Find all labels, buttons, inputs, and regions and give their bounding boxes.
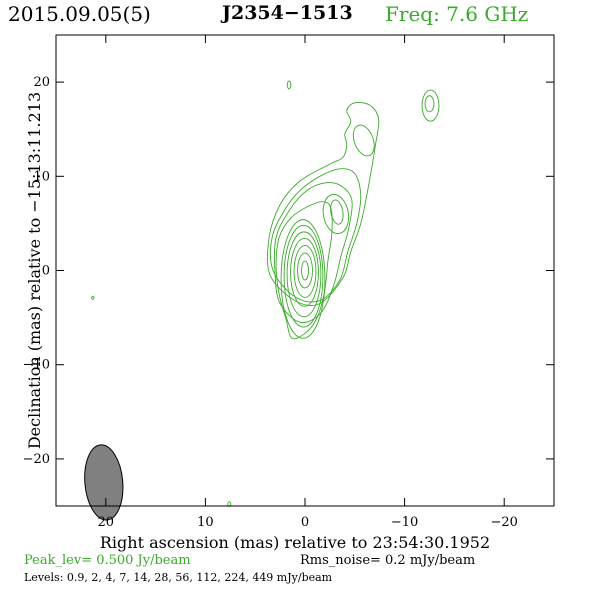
observing-frequency: Freq: 7.6 GHz [385, 2, 529, 26]
plot-frame [55, 34, 555, 507]
y-tick-label: −20 [23, 452, 50, 467]
x-tick-label: 20 [98, 515, 115, 530]
peak-level: Peak_lev= 0.500 Jy/beam [24, 553, 191, 568]
x-axis-label: Right ascension (mas) relative to 23:54:… [100, 533, 490, 552]
jet-contour [269, 168, 362, 303]
source-name: J2354−1513 [222, 2, 353, 24]
knot-contour [330, 199, 344, 225]
beam-layer [84, 444, 124, 521]
core-contour [283, 224, 324, 328]
x-tick-label: −20 [490, 515, 517, 530]
knot-contour [91, 295, 95, 300]
y-tick-label: 10 [33, 169, 50, 184]
x-tick-label: 0 [301, 515, 309, 530]
knot-contour [286, 80, 292, 90]
beam-ellipse [84, 444, 124, 521]
core-contour [293, 245, 317, 298]
jet-contour [266, 102, 380, 306]
y-axis-label: Declination (mas) relative to −15:13:11.… [25, 92, 44, 449]
tick-layer: 20 10 0 −10 −20 20 10 0 −10 −20 [23, 35, 554, 530]
y-tick-label: 20 [33, 75, 50, 90]
jet-contour [273, 182, 353, 324]
knot-contour [421, 89, 440, 122]
y-tick-label: −10 [23, 358, 50, 373]
x-tick-label: −10 [391, 515, 418, 530]
contour-levels: Levels: 0.9, 2, 4, 7, 14, 28, 56, 112, 2… [24, 571, 333, 584]
core-contour [286, 231, 322, 318]
core-contour [301, 260, 309, 281]
knot-contour [424, 95, 435, 113]
epoch-date: 2015.09.05(5) [8, 2, 151, 26]
knot-contour [352, 124, 375, 157]
contour-layer [91, 80, 440, 507]
x-tick-label: 10 [197, 515, 214, 530]
core-contour [290, 238, 319, 307]
core-contour [297, 252, 313, 289]
rms-noise: Rms_noise= 0.2 mJy/beam [300, 553, 476, 568]
knot-contour [322, 193, 350, 235]
core-contour [280, 219, 326, 339]
y-tick-label: 0 [42, 264, 50, 279]
